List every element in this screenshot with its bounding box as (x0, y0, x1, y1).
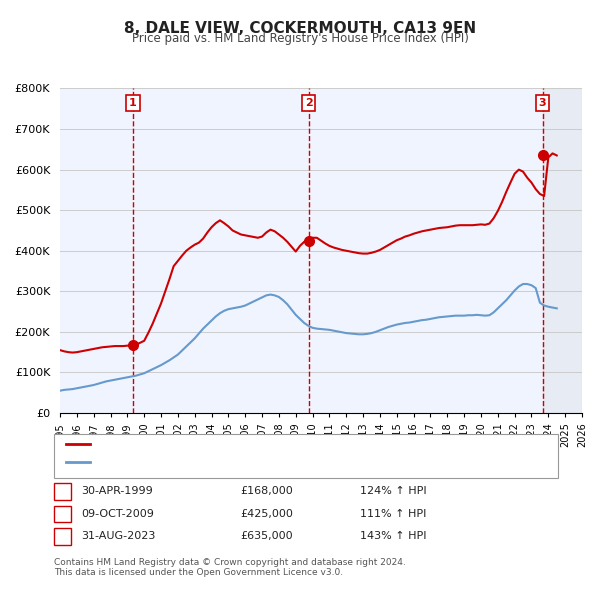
Text: 2: 2 (59, 509, 66, 519)
Text: 09-OCT-2009: 09-OCT-2009 (81, 509, 154, 519)
Bar (542, 88, 582, 413)
Text: 111% ↑ HPI: 111% ↑ HPI (360, 509, 427, 519)
Text: 8, DALE VIEW, COCKERMOUTH, CA13 9EN: 8, DALE VIEW, COCKERMOUTH, CA13 9EN (124, 21, 476, 35)
Text: 143% ↑ HPI: 143% ↑ HPI (360, 532, 427, 541)
Text: Contains HM Land Registry data © Crown copyright and database right 2024.
This d: Contains HM Land Registry data © Crown c… (54, 558, 406, 577)
Text: 30-APR-1999: 30-APR-1999 (81, 487, 153, 496)
Text: 2: 2 (305, 98, 313, 108)
Text: £425,000: £425,000 (240, 509, 293, 519)
Text: £168,000: £168,000 (240, 487, 293, 496)
Text: 1: 1 (59, 487, 66, 496)
Text: HPI: Average price, detached house, Cumberland: HPI: Average price, detached house, Cumb… (96, 457, 353, 467)
Text: 31-AUG-2023: 31-AUG-2023 (81, 532, 155, 541)
Text: £635,000: £635,000 (240, 532, 293, 541)
Text: 3: 3 (59, 532, 66, 541)
Text: 124% ↑ HPI: 124% ↑ HPI (360, 487, 427, 496)
Text: 1: 1 (129, 98, 137, 108)
Text: 8, DALE VIEW, COCKERMOUTH, CA13 9EN (detached house): 8, DALE VIEW, COCKERMOUTH, CA13 9EN (det… (96, 440, 409, 449)
Text: Price paid vs. HM Land Registry's House Price Index (HPI): Price paid vs. HM Land Registry's House … (131, 32, 469, 45)
Text: 3: 3 (539, 98, 547, 108)
